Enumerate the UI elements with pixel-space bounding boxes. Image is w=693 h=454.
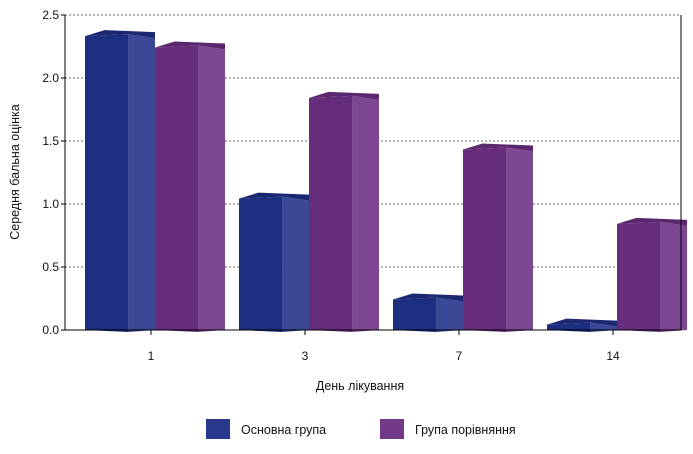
axes [61, 14, 682, 335]
y-tick-label: 1.0 [42, 197, 59, 211]
y-axis-title: Середня бальна оцінка [8, 104, 22, 240]
bar [239, 192, 309, 332]
bar [85, 30, 155, 333]
bar [617, 217, 687, 332]
x-tick-label: 1 [148, 349, 155, 363]
bar [463, 143, 533, 332]
y-tick-label: 1.5 [42, 134, 59, 148]
x-tick-labels: 1 3 7 14 [148, 349, 620, 363]
legend-swatch-series-2 [380, 419, 404, 439]
y-tick-labels: 0.0 0.5 1.0 1.5 2.0 2.5 [42, 8, 59, 337]
y-tick-label: 2.5 [42, 8, 59, 22]
x-axis-title: День лікування [316, 379, 404, 393]
bar [393, 293, 463, 332]
legend: Основна група Група порівняння [206, 419, 516, 439]
x-tick-label: 14 [606, 349, 620, 363]
legend-swatch-series-1 [206, 419, 230, 439]
legend-label-series-1: Основна група [241, 423, 326, 437]
bar [309, 91, 379, 332]
legend-label-series-2: Група порівняння [415, 423, 516, 437]
y-tick-label: 0.5 [42, 260, 59, 274]
bar [155, 41, 225, 333]
x-tick-label: 7 [456, 349, 463, 363]
bars [85, 30, 687, 333]
x-tick-label: 3 [302, 349, 309, 363]
y-tick-label: 0.0 [42, 323, 59, 337]
y-tick-label: 2.0 [42, 71, 59, 85]
